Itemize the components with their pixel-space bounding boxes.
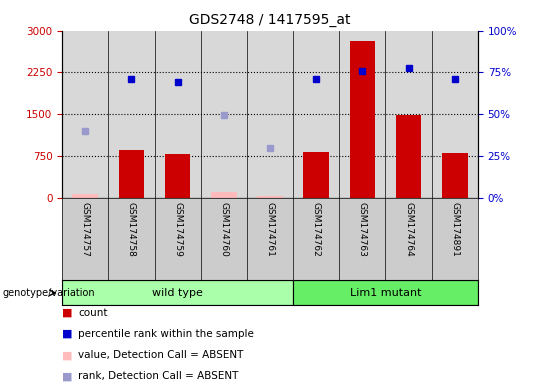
- Bar: [442, 153, 468, 198]
- Bar: [119, 151, 144, 198]
- Text: GSM174757: GSM174757: [80, 202, 90, 257]
- Text: rank, Detection Call = ABSENT: rank, Detection Call = ABSENT: [78, 371, 239, 381]
- Text: GSM174764: GSM174764: [404, 202, 413, 257]
- Bar: [293, 280, 478, 305]
- Bar: [350, 41, 375, 198]
- Text: GSM174891: GSM174891: [450, 202, 460, 257]
- Text: wild type: wild type: [152, 288, 203, 298]
- Text: GSM174759: GSM174759: [173, 202, 182, 257]
- Text: ■: ■: [62, 371, 72, 381]
- Text: percentile rank within the sample: percentile rank within the sample: [78, 329, 254, 339]
- Text: Lim1 mutant: Lim1 mutant: [350, 288, 421, 298]
- Text: GSM174758: GSM174758: [127, 202, 136, 257]
- Bar: [62, 280, 293, 305]
- Text: GSM174762: GSM174762: [312, 202, 321, 257]
- Bar: [211, 192, 237, 198]
- Text: ■: ■: [62, 350, 72, 360]
- Text: GSM174763: GSM174763: [358, 202, 367, 257]
- Text: genotype/variation: genotype/variation: [3, 288, 96, 298]
- Text: GDS2748 / 1417595_at: GDS2748 / 1417595_at: [189, 13, 351, 27]
- Text: GSM174761: GSM174761: [266, 202, 274, 257]
- Bar: [165, 154, 190, 198]
- Text: ■: ■: [62, 308, 72, 318]
- Text: count: count: [78, 308, 108, 318]
- Bar: [396, 115, 421, 198]
- Text: GSM174760: GSM174760: [219, 202, 228, 257]
- Bar: [257, 196, 283, 198]
- Text: value, Detection Call = ABSENT: value, Detection Call = ABSENT: [78, 350, 244, 360]
- Bar: [303, 152, 329, 198]
- Text: ■: ■: [62, 329, 72, 339]
- Bar: [72, 194, 98, 198]
